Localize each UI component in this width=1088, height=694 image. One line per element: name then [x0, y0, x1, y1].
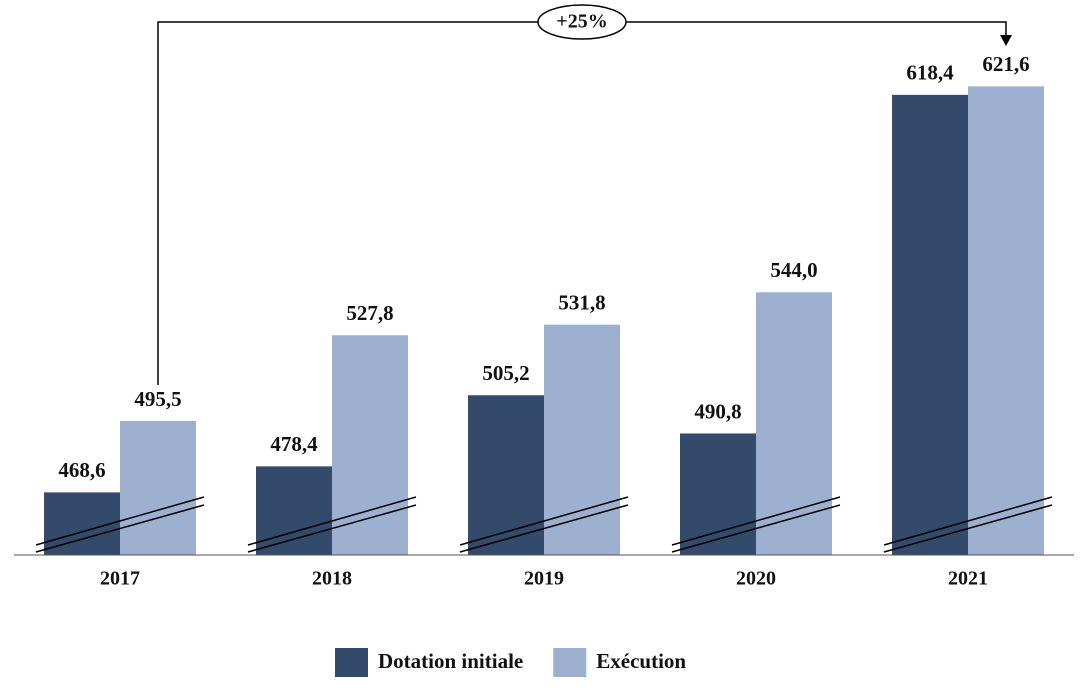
- value-label: 505,2: [482, 361, 529, 385]
- value-label: 618,4: [906, 61, 954, 85]
- axis-break: [883, 504, 1053, 553]
- axis-break: [459, 496, 629, 546]
- legend-swatch: [553, 648, 587, 677]
- value-label: 544,0: [770, 258, 817, 282]
- legend-label: Exécution: [596, 649, 686, 673]
- bar: [120, 420, 196, 555]
- bar: [544, 324, 620, 555]
- bar: [44, 492, 120, 555]
- axis-break: [459, 504, 629, 553]
- bar: [468, 395, 544, 555]
- value-label: 490,8: [694, 399, 741, 423]
- bar: [680, 433, 756, 555]
- legend-label: Dotation initiale: [378, 649, 523, 673]
- axis-break: [671, 504, 841, 553]
- annotation-bubble: [537, 4, 627, 40]
- x-tick-label: 2018: [312, 568, 352, 590]
- x-tick-label: 2020: [736, 568, 776, 590]
- x-tick-label: 2021: [948, 568, 988, 590]
- axis-break: [247, 504, 417, 553]
- legend-swatch: [335, 648, 368, 677]
- annotation: +25%: [556, 11, 607, 33]
- axis-break: [883, 496, 1053, 546]
- value-label: 468,6: [58, 458, 105, 482]
- axis-break: [247, 496, 417, 546]
- axis-break: [35, 504, 205, 553]
- value-label: 621,6: [982, 52, 1029, 76]
- value-label: 531,8: [558, 290, 605, 314]
- axis-break: [35, 496, 205, 546]
- bar: [256, 466, 332, 555]
- value-label: 478,4: [270, 432, 318, 456]
- annotation-arrow: [1000, 35, 1012, 46]
- value-label: 495,5: [134, 387, 181, 411]
- value-label: 527,8: [346, 301, 393, 325]
- x-tick-label: 2019: [524, 568, 564, 590]
- x-tick-label: 2017: [100, 568, 140, 590]
- bar: [892, 94, 968, 556]
- bar: [968, 86, 1044, 556]
- axis-break: [671, 496, 841, 546]
- bar: [756, 292, 832, 555]
- bar: [332, 335, 408, 555]
